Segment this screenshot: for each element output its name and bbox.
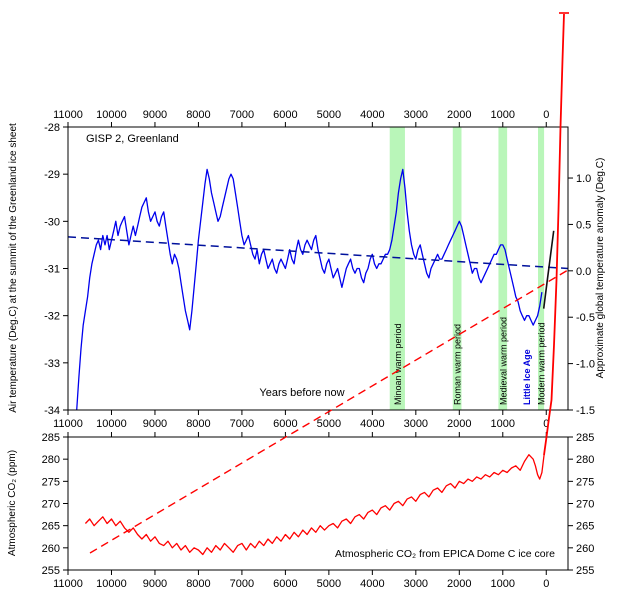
svg-text:-30: -30 <box>44 216 60 228</box>
gisp2-temperature <box>76 168 543 411</box>
svg-text:285: 285 <box>42 432 60 444</box>
svg-text:6000: 6000 <box>273 578 297 590</box>
co2-y-axis-label: Atmospheric CO₂ (ppm) <box>7 449 18 557</box>
temperature-linear-trend <box>67 236 569 270</box>
svg-text:8000: 8000 <box>186 578 210 590</box>
panel-frame <box>67 436 569 571</box>
x-axis-label: Years before now <box>259 387 345 399</box>
svg-text:8000: 8000 <box>186 418 210 430</box>
svg-text:280: 280 <box>576 454 594 466</box>
svg-text:4000: 4000 <box>360 109 384 121</box>
svg-text:10000: 10000 <box>96 418 127 430</box>
svg-text:1.0: 1.0 <box>576 173 591 185</box>
svg-text:3000: 3000 <box>404 418 428 430</box>
band-label: Minoan warm period <box>393 323 403 405</box>
svg-text:9000: 9000 <box>143 109 167 121</box>
svg-text:265: 265 <box>42 521 60 533</box>
svg-text:10000: 10000 <box>96 109 127 121</box>
warm-period-band <box>498 127 508 410</box>
instrumental-recent-temperature <box>542 230 555 309</box>
svg-text:-34: -34 <box>44 405 60 417</box>
svg-text:-31: -31 <box>44 264 60 276</box>
svg-text:1000: 1000 <box>491 109 515 121</box>
svg-text:11000: 11000 <box>53 418 83 430</box>
epica-dome-c-co2 <box>84 454 545 556</box>
svg-text:1000: 1000 <box>491 418 515 430</box>
svg-text:265: 265 <box>576 521 594 533</box>
svg-text:-28: -28 <box>44 122 60 134</box>
panel-frame <box>67 126 569 411</box>
svg-text:1000: 1000 <box>491 578 515 590</box>
svg-text:6000: 6000 <box>273 418 297 430</box>
svg-text:9000: 9000 <box>143 418 167 430</box>
svg-text:11000: 11000 <box>53 578 83 590</box>
svg-text:-1.0: -1.0 <box>576 359 595 371</box>
svg-text:-29: -29 <box>44 169 60 181</box>
svg-text:275: 275 <box>42 476 60 488</box>
svg-text:9000: 9000 <box>143 578 167 590</box>
svg-text:-32: -32 <box>44 311 60 323</box>
svg-text:2000: 2000 <box>447 418 471 430</box>
svg-text:0: 0 <box>543 109 549 121</box>
band-label: Medieval warm period <box>498 317 508 405</box>
band-label: Little Ice Age <box>522 349 532 405</box>
svg-text:3000: 3000 <box>404 578 428 590</box>
warm-period-band <box>538 127 545 410</box>
svg-text:4000: 4000 <box>360 578 384 590</box>
svg-text:2000: 2000 <box>447 109 471 121</box>
svg-text:5000: 5000 <box>317 418 341 430</box>
band-label: Modern warm period <box>537 322 547 405</box>
svg-text:285: 285 <box>576 432 594 444</box>
svg-text:2000: 2000 <box>447 578 471 590</box>
modern-co2-rise <box>543 13 565 456</box>
svg-text:280: 280 <box>42 454 60 466</box>
svg-text:0.0: 0.0 <box>576 266 591 278</box>
svg-text:-1.5: -1.5 <box>576 405 595 417</box>
svg-text:260: 260 <box>576 543 594 555</box>
svg-text:10000: 10000 <box>96 578 127 590</box>
svg-text:275: 275 <box>576 476 594 488</box>
svg-text:-33: -33 <box>44 358 60 370</box>
panel-title: GISP 2, Greenland <box>86 133 179 145</box>
svg-text:8000: 8000 <box>186 109 210 121</box>
svg-text:255: 255 <box>576 565 594 577</box>
svg-text:5000: 5000 <box>317 109 341 121</box>
svg-text:6000: 6000 <box>273 109 297 121</box>
warm-period-band <box>389 127 405 410</box>
svg-text:-0.5: -0.5 <box>576 312 595 324</box>
anomaly-y-axis-label: Approximate global temperature anomaly (… <box>595 157 606 379</box>
svg-text:0: 0 <box>543 418 549 430</box>
co2-linear-trend-dashed <box>89 269 569 554</box>
svg-text:3000: 3000 <box>404 109 428 121</box>
svg-text:4000: 4000 <box>360 418 384 430</box>
svg-text:0: 0 <box>543 578 549 590</box>
warm-period-band <box>452 127 462 410</box>
co2-source-note: Atmospheric CO₂ from EPICA Dome C ice co… <box>335 548 555 560</box>
svg-text:5000: 5000 <box>317 578 341 590</box>
svg-text:270: 270 <box>576 499 594 511</box>
svg-text:11000: 11000 <box>53 109 83 121</box>
svg-text:7000: 7000 <box>230 418 254 430</box>
band-label: Roman warm period <box>453 324 463 405</box>
svg-text:7000: 7000 <box>230 109 254 121</box>
svg-text:0.5: 0.5 <box>576 219 591 231</box>
svg-text:270: 270 <box>42 499 60 511</box>
svg-text:7000: 7000 <box>230 578 254 590</box>
temperature-y-axis-label: Air temperature (Deg.C) at the summit of… <box>8 123 19 413</box>
svg-text:255: 255 <box>42 565 60 577</box>
svg-text:260: 260 <box>42 543 60 555</box>
